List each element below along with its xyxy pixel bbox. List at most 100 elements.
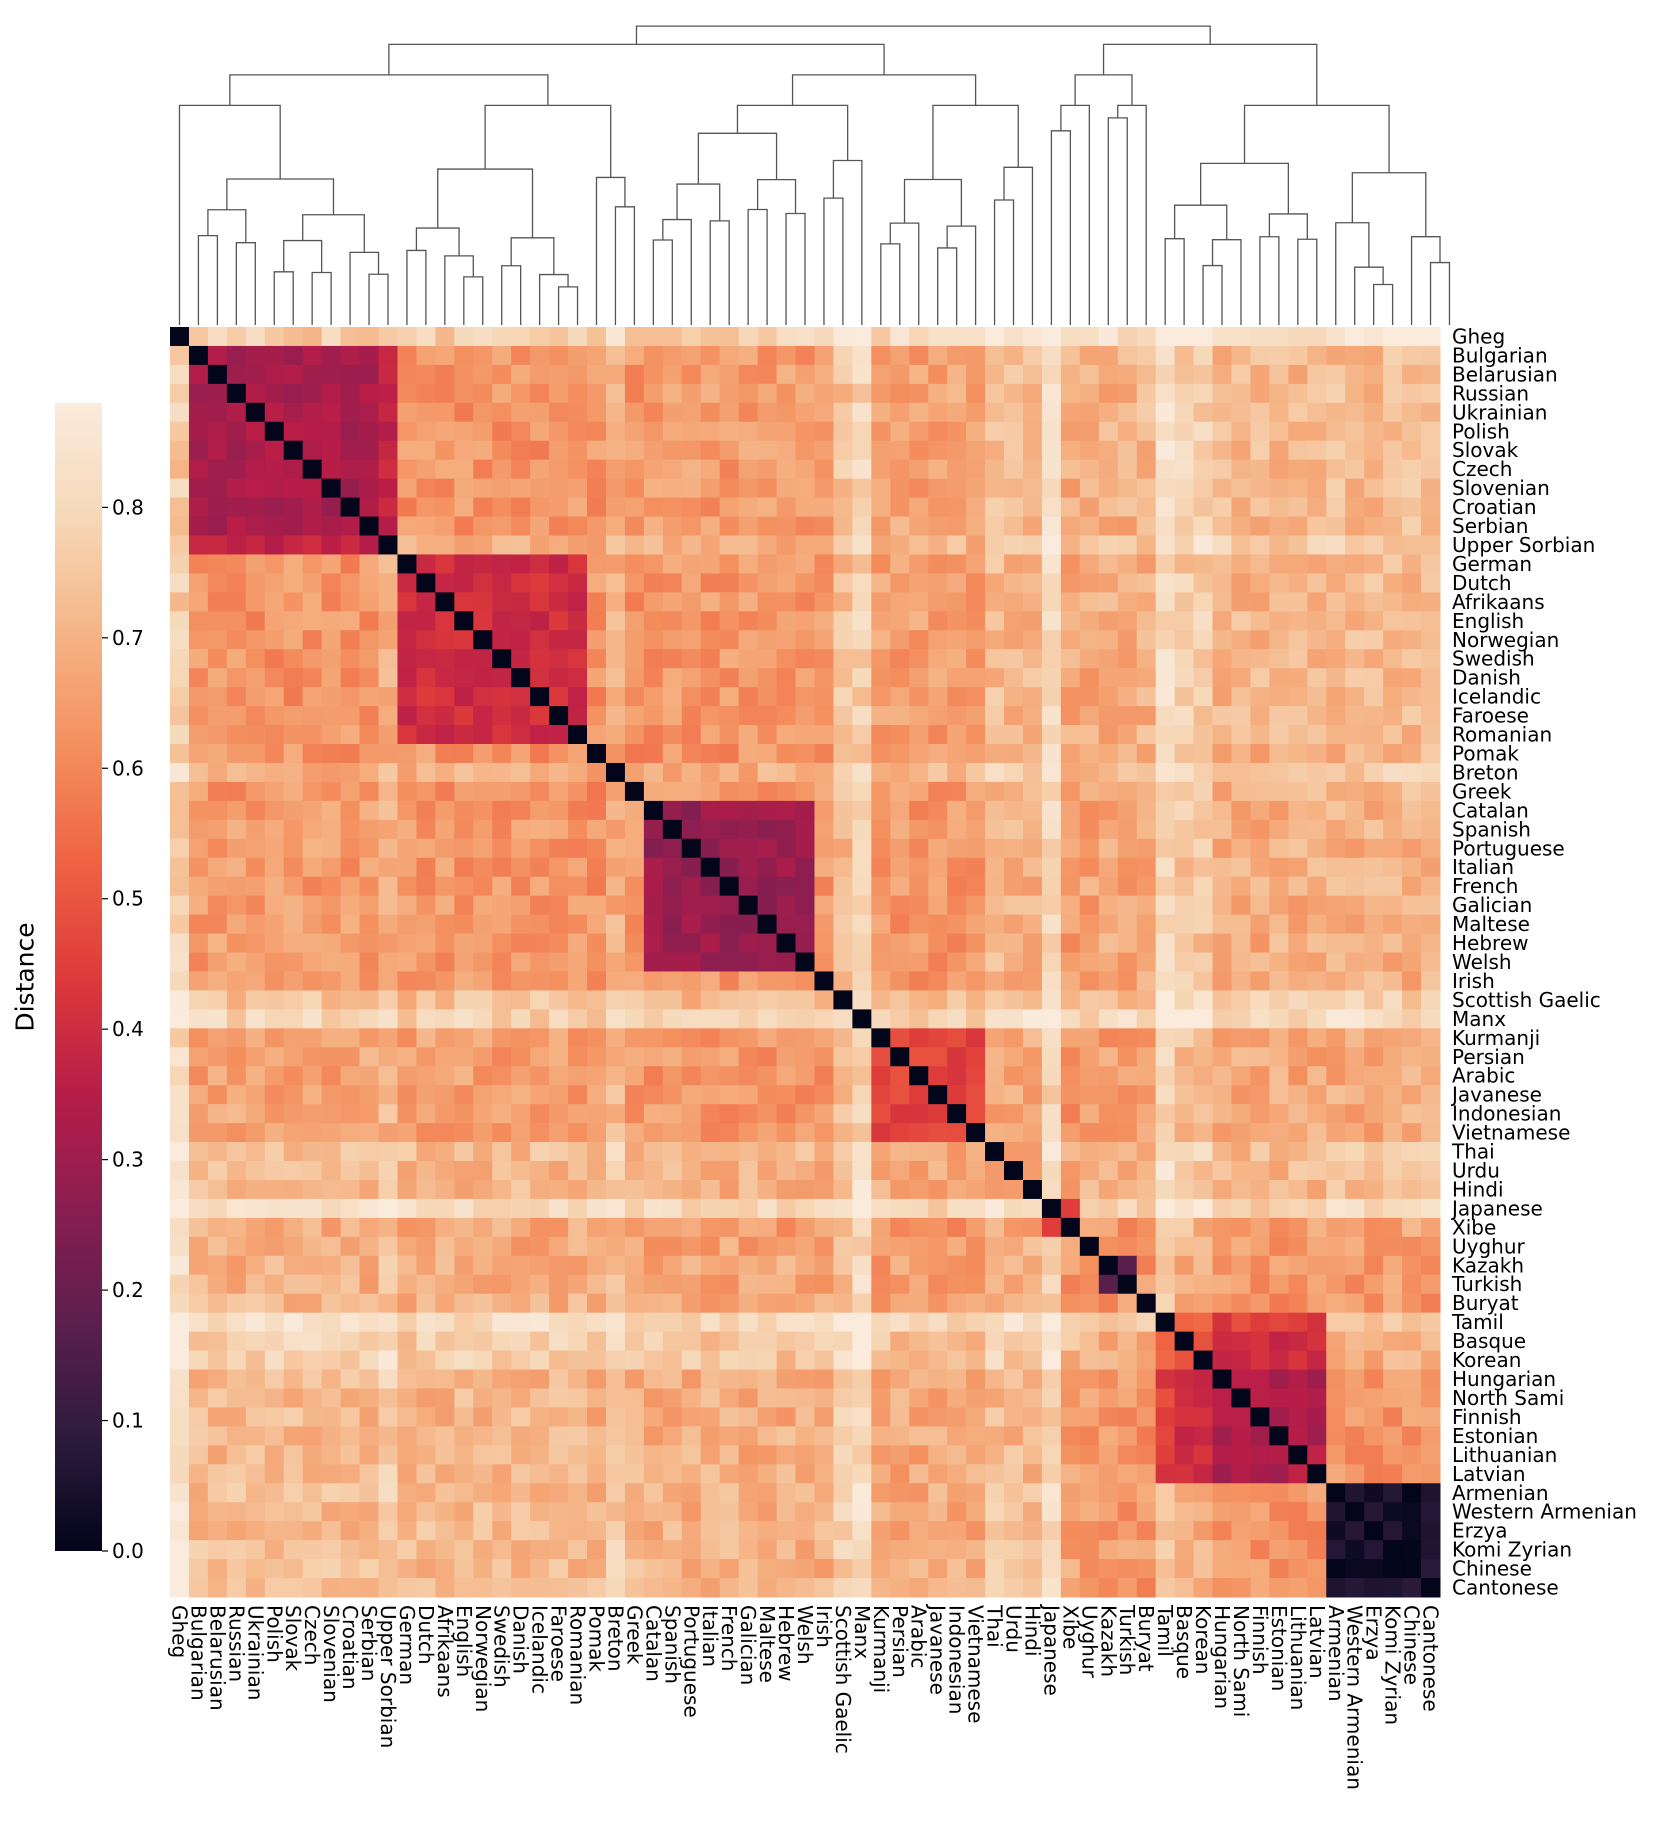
heatmap-cell xyxy=(416,1540,436,1560)
heatmap-cell xyxy=(378,1236,398,1257)
heatmap-cell xyxy=(245,914,266,935)
heatmap-cell xyxy=(587,1464,607,1484)
heatmap-cell xyxy=(473,1028,493,1048)
heatmap-cell xyxy=(1345,1521,1365,1541)
heatmap-cell xyxy=(757,554,778,574)
heatmap-cell xyxy=(1041,1407,1062,1427)
heatmap-cell xyxy=(1269,1198,1289,1219)
heatmap-cell xyxy=(435,1350,455,1371)
heatmap-cell xyxy=(245,1085,266,1105)
heatmap-cell xyxy=(662,876,683,897)
heatmap-cell xyxy=(511,838,531,859)
heatmap-cell xyxy=(795,402,815,423)
heatmap-cell xyxy=(1193,1426,1214,1446)
heatmap-cell xyxy=(340,1104,361,1124)
heatmap-cell xyxy=(909,1312,929,1333)
heatmap-cell xyxy=(1136,838,1157,859)
heatmap-cell xyxy=(226,535,247,555)
heatmap-cell xyxy=(1117,1388,1138,1408)
heatmap-cell xyxy=(1193,1407,1214,1427)
heatmap-cell xyxy=(966,990,986,1010)
heatmap-cell xyxy=(1155,1179,1176,1200)
heatmap-cell xyxy=(492,1179,512,1200)
heatmap-cell xyxy=(605,516,626,537)
heatmap-cell xyxy=(643,1578,664,1598)
heatmap-cell xyxy=(245,725,266,745)
heatmap-cell xyxy=(264,327,285,347)
heatmap-cell xyxy=(1079,762,1100,783)
heatmap-cell xyxy=(1326,857,1346,878)
heatmap-cell xyxy=(226,327,247,347)
heatmap-cell xyxy=(549,1293,569,1314)
heatmap-cell xyxy=(833,1123,853,1143)
heatmap-cell xyxy=(1136,573,1157,593)
heatmap-cell xyxy=(738,1578,759,1598)
heatmap-cell xyxy=(1060,706,1081,726)
heatmap-cell xyxy=(1174,1312,1195,1333)
heatmap-cell xyxy=(795,1464,815,1484)
heatmap-cell xyxy=(454,819,474,840)
heatmap-cell xyxy=(549,800,569,821)
heatmap-cell xyxy=(1155,914,1176,935)
heatmap-cell xyxy=(681,1521,702,1541)
heatmap-cell xyxy=(321,327,342,347)
dendrogram-link xyxy=(1060,104,1090,325)
heatmap-cell xyxy=(1060,1047,1081,1067)
dendrogram-link xyxy=(273,271,294,325)
heatmap-cell xyxy=(568,1293,588,1314)
heatmap-cell xyxy=(378,895,398,916)
heatmap-cell xyxy=(852,535,872,555)
heatmap-cell xyxy=(1383,554,1403,574)
heatmap-cell xyxy=(662,383,683,404)
heatmap-cell xyxy=(435,649,455,669)
heatmap-cell xyxy=(264,990,285,1010)
heatmap-cell xyxy=(1060,933,1081,954)
heatmap-cell xyxy=(378,1369,398,1389)
heatmap-cell xyxy=(416,1312,436,1333)
heatmap-cell xyxy=(1307,402,1327,423)
heatmap-cell xyxy=(397,1388,417,1408)
heatmap-cell xyxy=(1383,1179,1403,1200)
heatmap-cell xyxy=(226,1407,247,1427)
heatmap-cell xyxy=(587,516,607,537)
heatmap-cell xyxy=(795,1578,815,1598)
row-label: Galician xyxy=(1452,893,1532,917)
heatmap-cell xyxy=(302,1142,323,1162)
heatmap-cell xyxy=(587,1483,607,1503)
heatmap-cell xyxy=(1022,1464,1043,1484)
heatmap-cell xyxy=(662,630,683,650)
heatmap-cell xyxy=(1155,554,1176,574)
heatmap-cell xyxy=(226,668,247,688)
heatmap-cell xyxy=(397,1179,417,1200)
heatmap-cell xyxy=(321,781,342,802)
heatmap-cell xyxy=(814,1407,834,1427)
heatmap-cell xyxy=(1174,1066,1195,1086)
heatmap-cell xyxy=(1288,857,1308,878)
heatmap-cell xyxy=(776,1047,797,1067)
heatmap-cell xyxy=(492,1293,512,1314)
heatmap-cell xyxy=(587,1407,607,1427)
heatmap-cell xyxy=(1022,819,1043,840)
heatmap-cell xyxy=(776,990,797,1010)
row-label: Kazakh xyxy=(1452,1253,1524,1277)
heatmap-cell xyxy=(492,1255,512,1276)
heatmap-cell xyxy=(492,1331,512,1352)
heatmap-cell xyxy=(890,1161,910,1181)
heatmap-cell xyxy=(568,857,588,878)
heatmap-cell xyxy=(302,611,323,631)
heatmap-cell xyxy=(643,611,664,631)
heatmap-cell xyxy=(321,1483,342,1503)
heatmap-cell xyxy=(985,1331,1005,1352)
heatmap-cell xyxy=(1136,459,1157,480)
heatmap-cell xyxy=(1402,592,1422,612)
heatmap-cell xyxy=(852,952,872,972)
heatmap-cell xyxy=(1174,1578,1195,1598)
heatmap-cell xyxy=(378,971,398,991)
heatmap-cell xyxy=(511,1502,531,1522)
heatmap-cell xyxy=(1004,516,1024,537)
heatmap-cell xyxy=(909,876,929,897)
heatmap-cell xyxy=(435,971,455,991)
heatmap-cell xyxy=(700,687,721,707)
heatmap-cell xyxy=(1022,952,1043,972)
heatmap-cell xyxy=(1022,1559,1043,1579)
